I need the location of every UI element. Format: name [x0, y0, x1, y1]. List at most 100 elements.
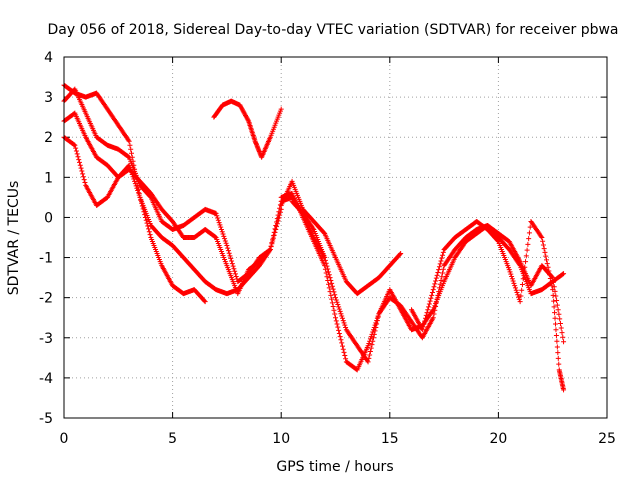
data-point: [429, 290, 435, 296]
data-point: [440, 249, 446, 255]
data-point: [370, 338, 376, 344]
data-point: [80, 171, 86, 177]
data-point: [509, 276, 515, 282]
data-point: [274, 219, 280, 225]
data-point: [330, 304, 336, 310]
data-point: [543, 257, 549, 263]
data-point: [427, 298, 433, 304]
data-point: [521, 270, 527, 276]
data-point: [434, 272, 440, 278]
data-point: [367, 352, 373, 358]
data-point: [544, 261, 550, 267]
data-point: [326, 272, 332, 278]
data-point: [431, 284, 437, 290]
data-point: [550, 275, 556, 281]
data-point: [326, 281, 332, 287]
data-point: [277, 205, 283, 211]
data-point: [146, 229, 152, 235]
data-point: [551, 284, 557, 290]
data-point: [79, 168, 85, 174]
data-point: [421, 321, 427, 327]
data-point: [337, 334, 343, 340]
data-point: [560, 334, 566, 340]
data-point: [365, 343, 371, 349]
data-point: [554, 338, 560, 344]
data-point: [510, 278, 516, 284]
data-point: [552, 315, 558, 321]
data-point: [82, 179, 88, 185]
data-point: [278, 106, 284, 112]
data-point: [365, 359, 371, 365]
data-point: [127, 142, 133, 148]
y-tick-label: 3: [44, 90, 53, 106]
data-point: [541, 246, 547, 252]
data-point: [147, 232, 153, 238]
data-point: [557, 316, 563, 322]
data-point: [335, 302, 341, 308]
data-point: [374, 321, 380, 327]
data-point: [523, 253, 529, 259]
data-point: [215, 217, 221, 223]
data-point: [519, 287, 525, 293]
data-point: [220, 231, 226, 237]
data-point: [215, 215, 221, 221]
x-tick-label: 10: [272, 431, 290, 447]
x-tick-label: 20: [489, 431, 507, 447]
data-point: [339, 313, 345, 319]
data-point: [556, 311, 562, 317]
data-point: [128, 146, 134, 152]
data-point: [232, 271, 238, 277]
data-point: [560, 271, 566, 277]
data-point: [522, 264, 528, 270]
data-point: [268, 243, 274, 249]
data-point: [128, 169, 134, 175]
data-point: [367, 336, 373, 342]
data-point: [440, 266, 446, 272]
data-point: [518, 293, 524, 299]
data-point: [368, 345, 374, 351]
data-point: [339, 340, 345, 346]
data-point: [509, 273, 515, 279]
data-point: [77, 159, 83, 165]
data-point: [73, 148, 79, 154]
data-point: [130, 174, 136, 180]
data-point: [540, 238, 546, 244]
data-point: [553, 332, 559, 338]
data-point: [218, 224, 224, 230]
data-point: [330, 286, 336, 292]
data-point: [422, 315, 428, 321]
data-point: [514, 290, 520, 296]
data-point: [73, 145, 79, 151]
data-point: [547, 275, 553, 281]
x-tick-label: 25: [598, 431, 616, 447]
data-point: [543, 253, 549, 259]
data-point: [323, 270, 329, 276]
data-point: [422, 318, 428, 324]
data-point: [321, 230, 327, 236]
data-point: [218, 226, 224, 232]
data-point: [332, 292, 338, 298]
data-point: [233, 273, 239, 279]
data-point: [436, 267, 442, 273]
data-point: [333, 318, 339, 324]
y-tick-label: 2: [44, 130, 53, 146]
data-point: [519, 281, 525, 287]
data-point: [331, 307, 337, 313]
data-point: [221, 233, 227, 239]
data-point: [397, 251, 403, 257]
data-point: [232, 268, 238, 274]
data-point: [74, 151, 80, 157]
data-point: [398, 251, 404, 257]
data-point: [127, 165, 133, 171]
data-point: [333, 295, 338, 301]
series-track-9: [409, 218, 567, 393]
data-point: [538, 233, 544, 239]
data-point: [267, 248, 273, 254]
data-point: [270, 236, 276, 242]
data-point: [269, 240, 275, 246]
data-point: [561, 271, 567, 277]
data-point: [513, 287, 519, 293]
data-point: [212, 234, 218, 240]
data-point: [338, 337, 344, 343]
